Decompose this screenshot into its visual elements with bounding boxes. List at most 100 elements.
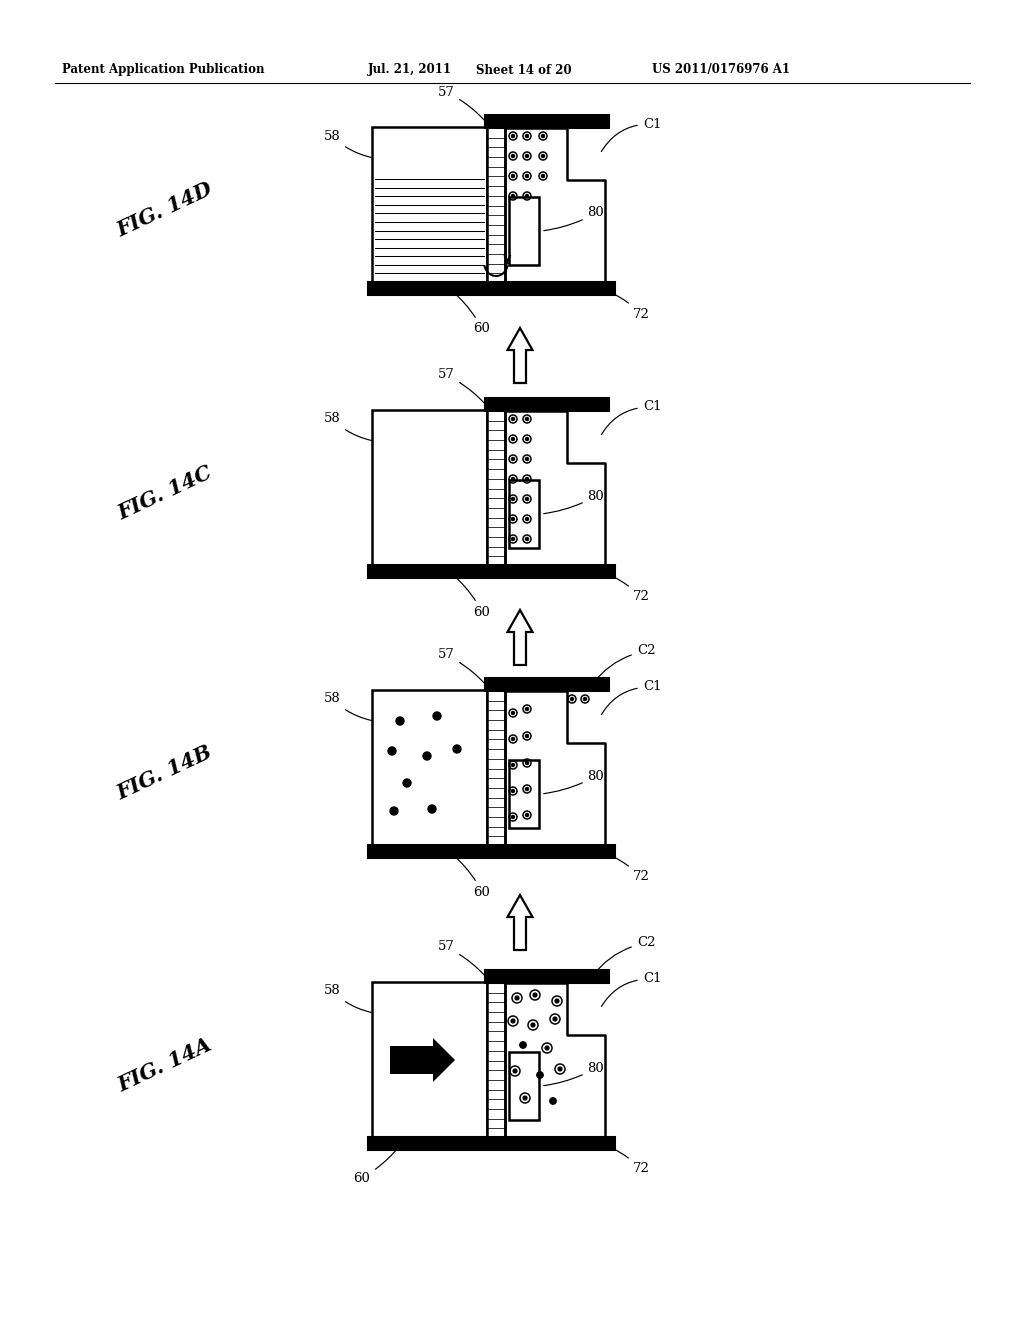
Circle shape [525,734,528,738]
Text: C1: C1 [601,400,662,434]
FancyArrow shape [508,895,532,950]
Circle shape [550,1098,556,1105]
Text: 60: 60 [454,576,490,619]
Circle shape [423,752,431,760]
Circle shape [534,993,537,997]
Bar [368,845,615,858]
Circle shape [584,697,587,701]
Bar [372,982,487,1137]
Circle shape [520,1041,526,1048]
Text: C1: C1 [601,117,662,152]
Polygon shape [505,411,605,565]
Circle shape [523,1096,527,1100]
Text: 80: 80 [544,206,604,231]
Circle shape [511,517,514,520]
FancyArrow shape [508,610,532,665]
Circle shape [511,738,514,741]
Circle shape [525,174,528,177]
Text: Sheet 14 of 20: Sheet 14 of 20 [476,63,571,77]
Circle shape [388,747,396,755]
Circle shape [525,135,528,137]
Text: 58: 58 [324,129,372,157]
Circle shape [525,458,528,461]
Text: 60: 60 [454,855,490,899]
Circle shape [511,1019,515,1023]
FancyArrow shape [508,327,532,383]
Bar [368,565,615,578]
Circle shape [403,779,411,787]
Bar [509,1052,539,1119]
Circle shape [513,1069,517,1073]
Circle shape [525,498,528,500]
Text: 72: 72 [589,568,649,603]
Polygon shape [505,690,605,845]
Circle shape [525,762,528,764]
Circle shape [525,478,528,480]
Circle shape [511,174,514,177]
Circle shape [511,789,514,792]
Text: 57: 57 [437,648,484,682]
Circle shape [545,1045,549,1049]
Polygon shape [505,128,605,282]
Text: 58: 58 [324,693,372,721]
Circle shape [433,711,441,719]
Circle shape [525,708,528,710]
Bar [485,399,609,411]
Bar [509,197,539,265]
Text: 80: 80 [544,1061,604,1085]
Circle shape [553,1018,557,1020]
Text: FIG. 14D: FIG. 14D [114,180,216,242]
Bar [485,115,609,128]
Circle shape [511,194,514,198]
Circle shape [511,711,514,714]
Circle shape [525,537,528,540]
Text: FIG. 14C: FIG. 14C [115,462,215,524]
Circle shape [511,537,514,540]
Circle shape [511,135,514,137]
FancyArrow shape [390,1038,455,1082]
Bar [485,678,609,690]
Circle shape [390,807,398,814]
Text: 60: 60 [353,1146,400,1184]
Bar [509,480,539,548]
Circle shape [511,763,514,767]
Text: Jul. 21, 2011: Jul. 21, 2011 [368,63,452,77]
Circle shape [525,517,528,520]
Text: US 2011/0176976 A1: US 2011/0176976 A1 [652,63,790,77]
Bar [372,411,487,565]
Circle shape [537,1072,543,1078]
Text: 80: 80 [544,770,604,793]
Bar [487,982,505,1137]
Circle shape [511,437,514,441]
Text: 57: 57 [437,940,484,975]
Bar [485,970,609,983]
Circle shape [453,744,461,752]
Text: 60: 60 [454,293,490,335]
Bar [372,127,487,282]
Text: Patent Application Publication: Patent Application Publication [62,63,264,77]
Bar [509,760,539,828]
Circle shape [511,498,514,500]
Bar [487,127,505,282]
Circle shape [525,813,528,817]
Circle shape [558,1067,562,1071]
Circle shape [396,717,404,725]
Text: C2: C2 [593,936,655,975]
Bar [487,690,505,845]
Circle shape [515,997,519,1001]
Text: C2: C2 [593,644,655,684]
Text: 72: 72 [589,1139,649,1176]
Text: 80: 80 [544,490,604,513]
Circle shape [542,154,545,157]
Circle shape [511,478,514,480]
Circle shape [525,788,528,791]
Bar [368,1137,615,1150]
Bar [368,282,615,294]
Bar [487,411,505,565]
Circle shape [511,458,514,461]
Text: C1: C1 [601,681,662,714]
Circle shape [570,697,573,701]
Circle shape [525,194,528,198]
Polygon shape [505,983,605,1137]
Text: 57: 57 [437,368,484,403]
